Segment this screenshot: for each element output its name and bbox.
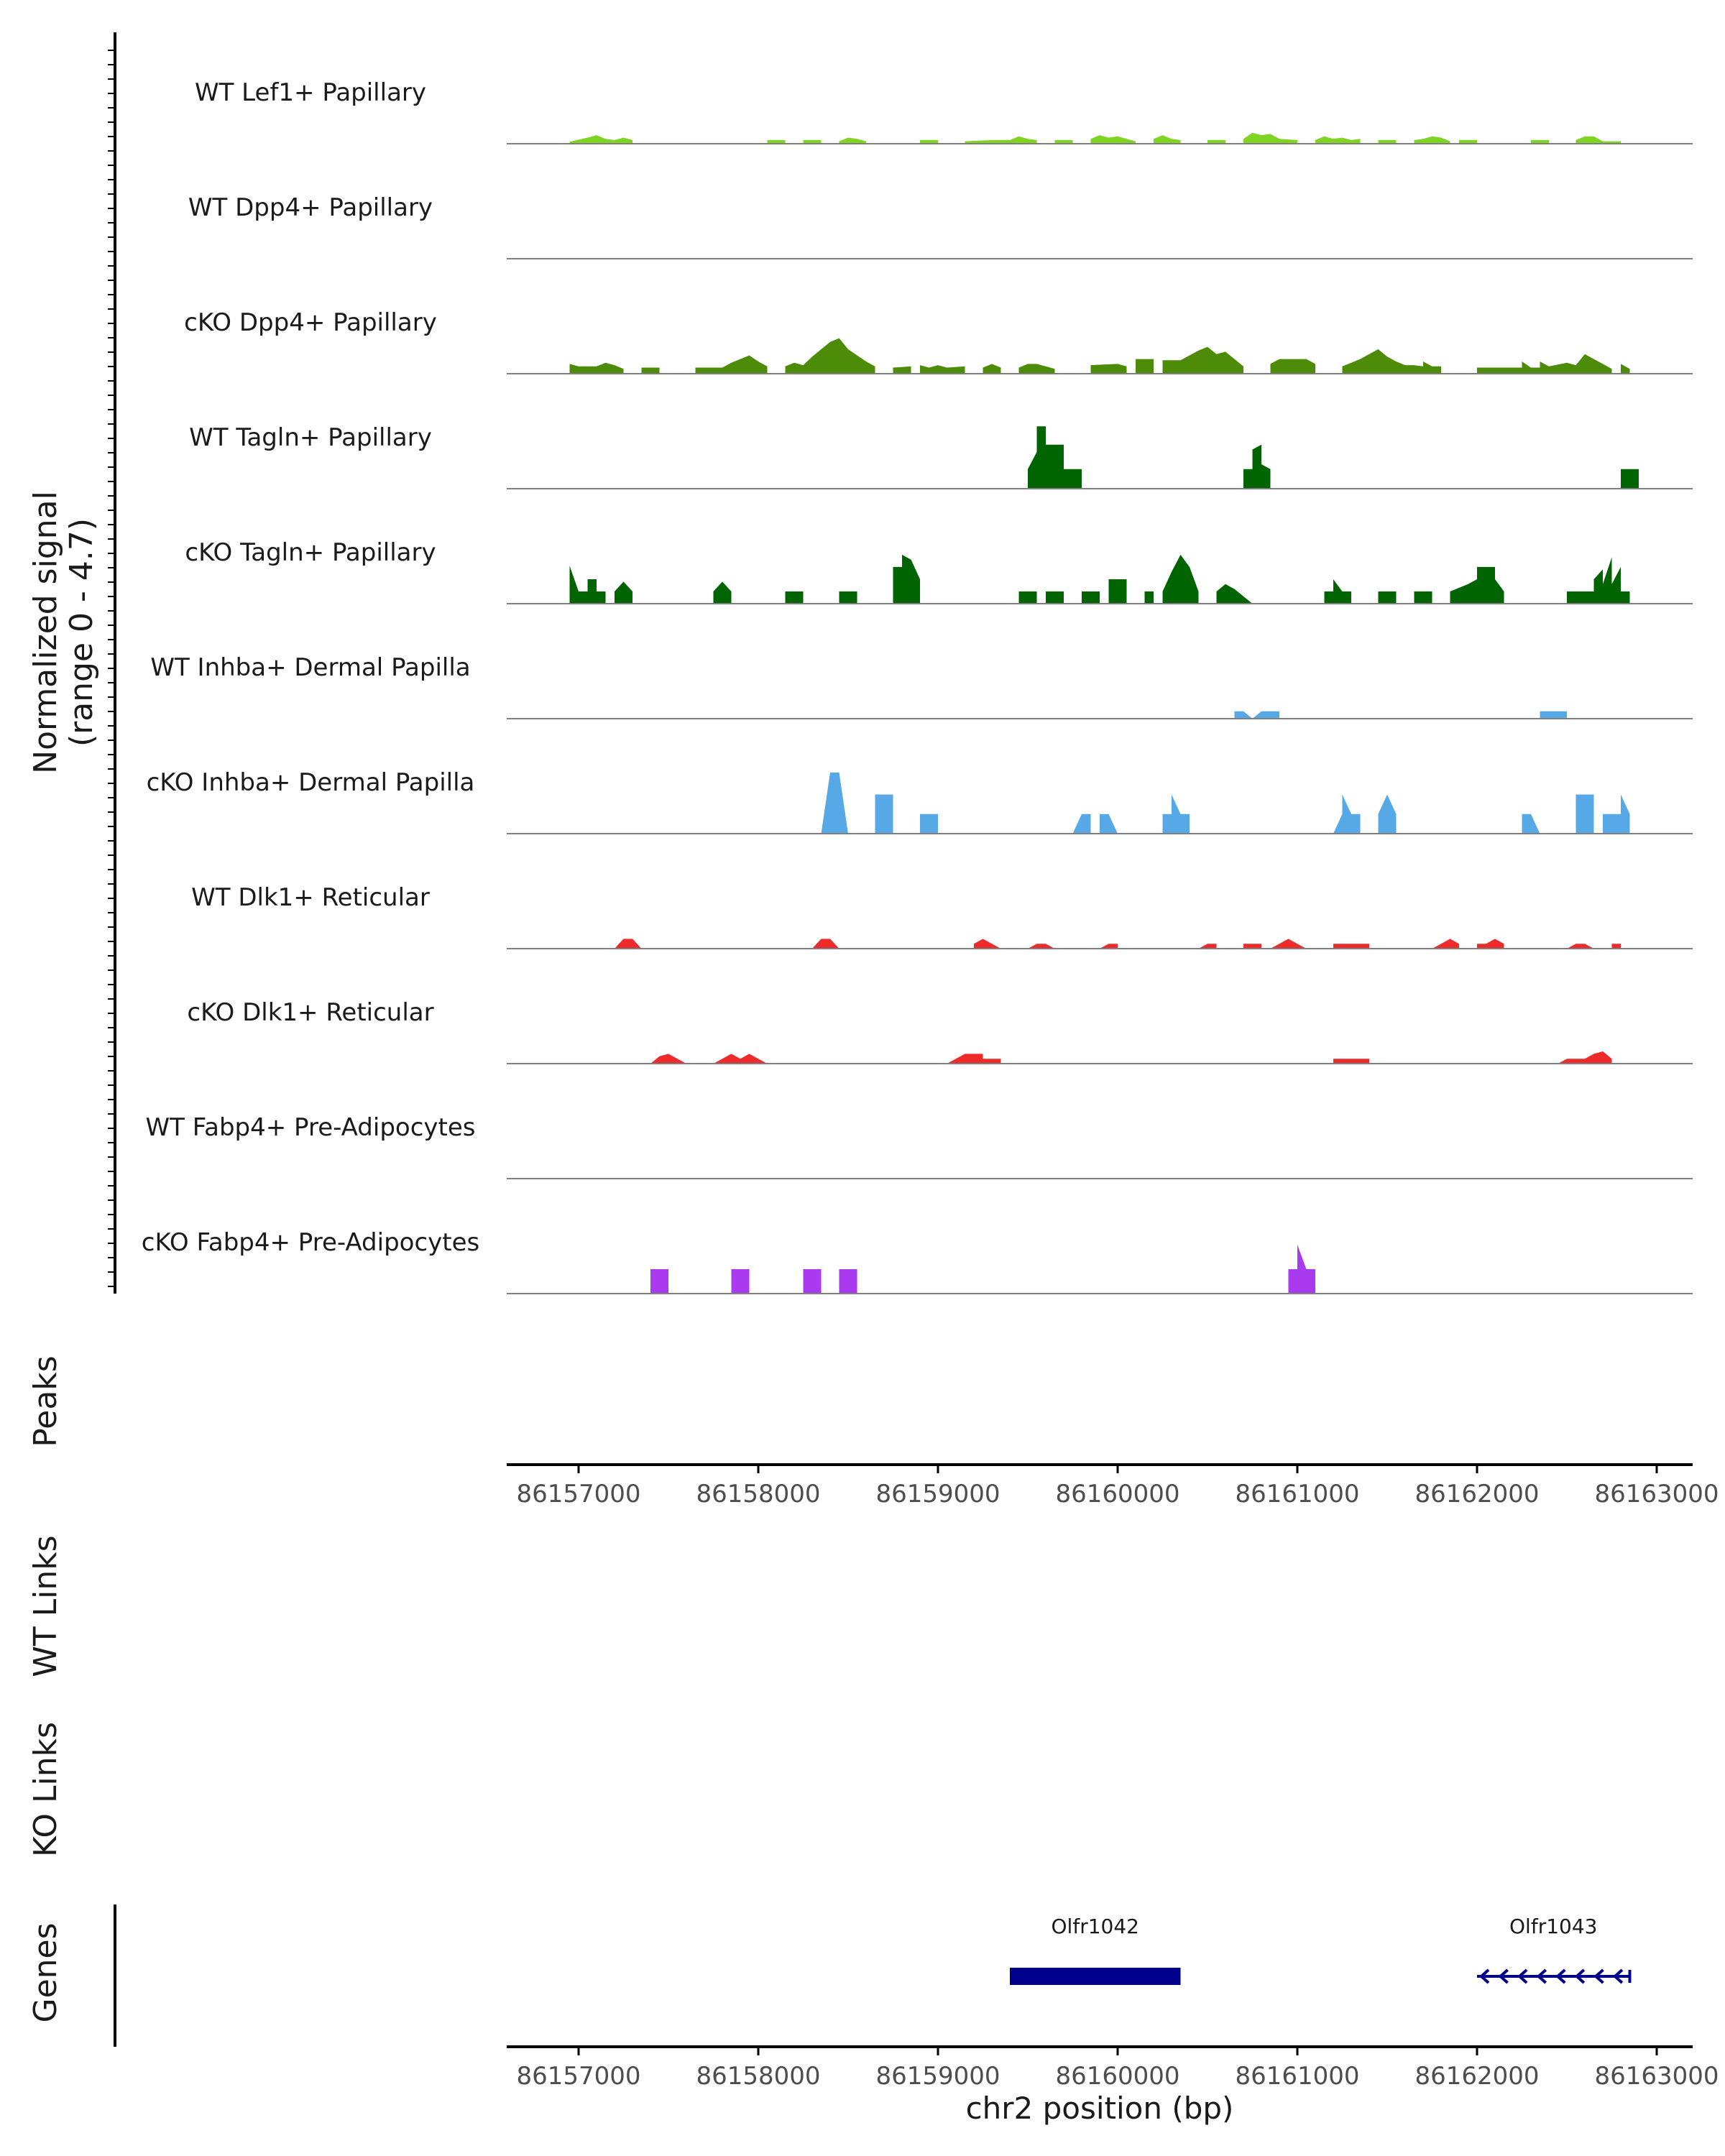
y-axis-range: (range 0 - 4.7) [63,518,100,747]
x-axis-top-tick-label: 86161000 [1235,1480,1359,1508]
strand-arrow [1612,1968,1624,1984]
strand-arrow [1593,1968,1604,1984]
x-axis-top-tick-label: 86157000 [516,1480,640,1508]
coverage-area [1028,426,1639,489]
track-label: cKO Fabp4+ Pre-Adipocytes [142,1228,480,1257]
strand-arrow [1498,1968,1509,1984]
x-axis-bottom-tick-label: 86159000 [875,2062,1000,2091]
coverage-area [569,132,1621,144]
ko-links-label: KO Links [27,1722,64,1857]
gene-track: Olfr1042 Olfr1043 [1010,1915,1632,1985]
track-label: WT Dlk1+ Reticular [191,883,430,912]
track-label: WT Dpp4+ Papillary [188,193,433,222]
coverage-area [650,1244,1315,1294]
strand-arrow [1517,1968,1528,1984]
strand-arrow [1479,1968,1490,1984]
coverage-area [569,554,1630,604]
track-label: cKO Inhba+ Dermal Papilla [147,768,475,797]
track-label: WT Inhba+ Dermal Papilla [150,653,470,682]
track-label: WT Fabp4+ Pre-Adipocytes [146,1113,476,1142]
strand-arrow [1536,1968,1547,1984]
coverage-area [615,939,1621,949]
coverage-area [1234,711,1567,719]
genes-label: Genes [27,1922,64,2022]
x-axis-top-tick-label: 86163000 [1594,1480,1719,1508]
x-axis-top: 86157000 86158000 86159000 86160000 86161000… [516,1465,1719,1508]
peaks-label: Peaks [27,1355,64,1447]
coverage-area [821,772,1630,834]
x-axis-top-tick-label: 86158000 [696,1480,820,1508]
x-axis-bottom-tick-label: 86160000 [1055,2062,1179,2091]
y-axis-ticks [108,50,115,1287]
track-label: WT Lef1+ Papillary [195,78,426,107]
x-axis-top-tick-label: 86162000 [1414,1480,1539,1508]
gene-body [1010,1968,1181,1985]
x-axis-title: chr2 position (bp) [966,2091,1234,2126]
x-axis-bottom-tick-label: 86161000 [1235,2062,1359,2091]
strand-arrow [1555,1968,1566,1984]
strand-arrow [1574,1968,1586,1984]
x-axis-bottom-tick-label: 86162000 [1414,2062,1539,2091]
track-label: cKO Dpp4+ Papillary [184,308,437,337]
x-axis-bottom-tick-label: 86163000 [1594,2062,1719,2091]
coverage-area [650,1051,1612,1064]
y-axis-title: Normalized signal [27,491,64,774]
x-axis-bottom-tick-label: 86157000 [516,2062,640,2091]
track-label: WT Tagln+ Papillary [189,423,432,452]
track-label: cKO Tagln+ Papillary [185,538,436,567]
wt-links-label: WT Links [27,1535,64,1677]
gene-name: Olfr1042 [1052,1915,1139,1938]
x-axis-top-tick-label: 86159000 [875,1480,1000,1508]
gene-name: Olfr1043 [1509,1915,1597,1938]
track-label: cKO Dlk1+ Reticular [187,998,433,1027]
x-axis-bottom: 86157000 86158000 86159000 86160000 86161000… [516,2047,1719,2091]
coverage-area [569,338,1630,374]
x-axis-bottom-tick-label: 86158000 [696,2062,820,2091]
x-axis-top-tick-label: 86160000 [1055,1480,1179,1508]
signal-tracks: WT Lef1+ Papillary WT Dpp4+ Papillary cKO … [142,78,1693,1294]
